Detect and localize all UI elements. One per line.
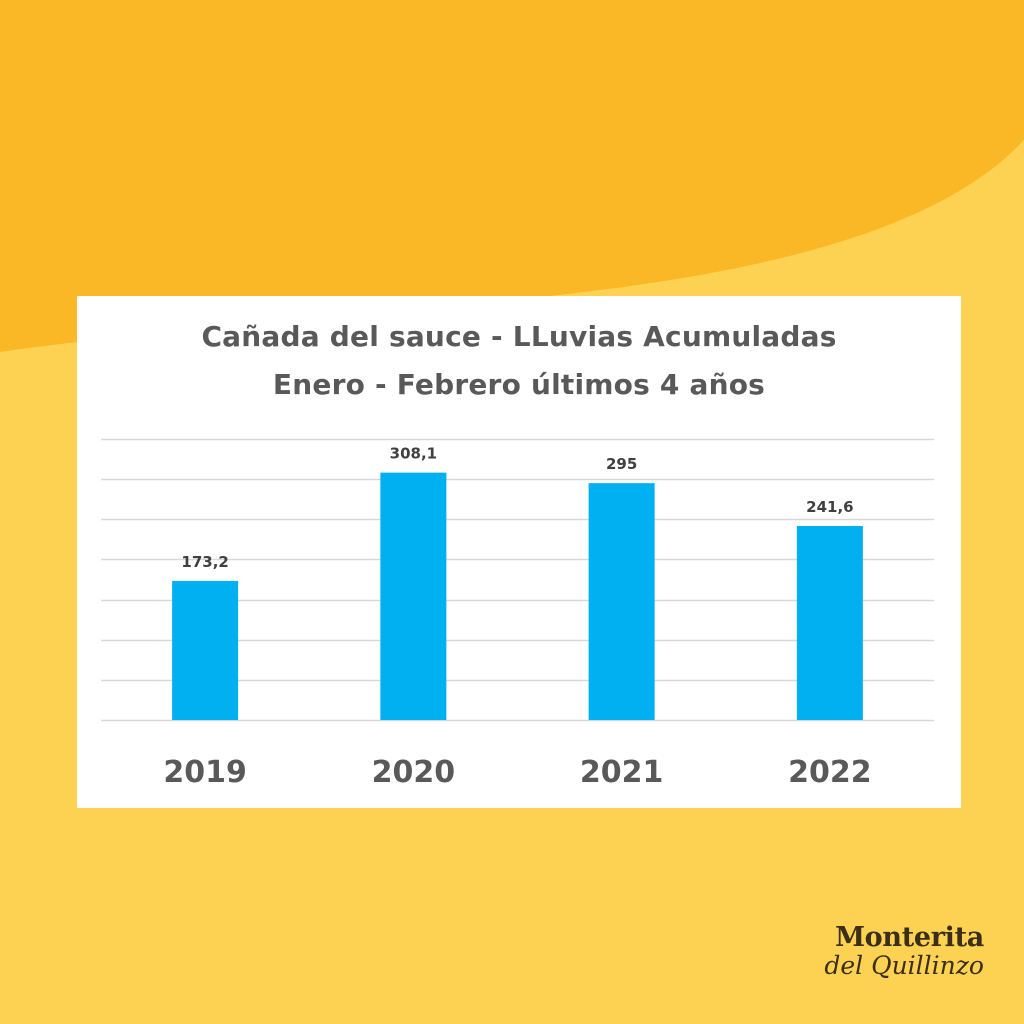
brand-name: Monterita	[835, 922, 984, 953]
bar-2020	[380, 472, 447, 720]
chart-title-line-1: Cañada del sauce - LLuvias Acumuladas	[201, 320, 837, 353]
chart-title-line-2: Enero - Febrero últimos 4 años	[272, 368, 766, 401]
category-label-2021: 2021	[580, 755, 664, 790]
gridlines	[101, 438, 934, 722]
bars	[172, 472, 863, 720]
bar-2022	[796, 526, 863, 720]
category-label-2020: 2020	[372, 755, 456, 790]
category-label-2022: 2022	[788, 755, 872, 790]
value-label-2022: 241,6	[806, 498, 853, 516]
category-labels: 2019 2020 2021 2022	[163, 755, 871, 790]
chart-card: 173,2 308,1 295 241,6 2019 2020 2021 2022 Caña…	[77, 296, 961, 808]
bar-chart: 173,2 308,1 295 241,6 2019 2020 2021 2022	[101, 438, 934, 790]
bar-2021	[588, 483, 655, 720]
value-label-2021: 295	[606, 455, 637, 473]
brand-logo: Monterita del Quillinzo	[824, 924, 984, 978]
category-label-2019: 2019	[163, 755, 247, 790]
value-label-2020: 308,1	[390, 445, 437, 463]
background-wave	[0, 0, 1024, 352]
value-labels: 173,2 308,1 295 241,6	[181, 445, 853, 571]
value-label-2019: 173,2	[181, 553, 228, 571]
brand-subname: del Quillinzo	[824, 951, 984, 980]
bar-2019	[172, 580, 239, 720]
